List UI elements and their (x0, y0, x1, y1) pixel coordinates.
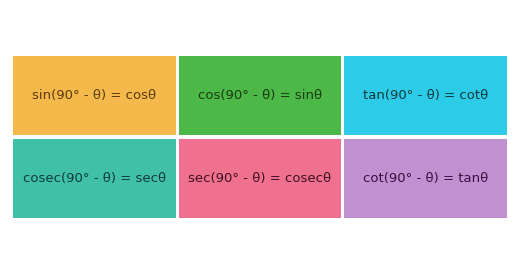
FancyBboxPatch shape (179, 139, 341, 218)
FancyBboxPatch shape (344, 56, 507, 135)
FancyBboxPatch shape (179, 56, 341, 135)
Text: cosec(90° - θ) = secθ: cosec(90° - θ) = secθ (23, 172, 166, 185)
Text: tan(90° - θ) = cotθ: tan(90° - θ) = cotθ (363, 89, 488, 102)
FancyBboxPatch shape (13, 139, 176, 218)
Text: cos(90° - θ) = sinθ: cos(90° - θ) = sinθ (198, 89, 322, 102)
Text: cot(90° - θ) = tanθ: cot(90° - θ) = tanθ (363, 172, 488, 185)
FancyBboxPatch shape (13, 56, 176, 135)
Text: sin(90° - θ) = cosθ: sin(90° - θ) = cosθ (32, 89, 157, 102)
FancyBboxPatch shape (344, 139, 507, 218)
Text: sec(90° - θ) = cosecθ: sec(90° - θ) = cosecθ (188, 172, 332, 185)
